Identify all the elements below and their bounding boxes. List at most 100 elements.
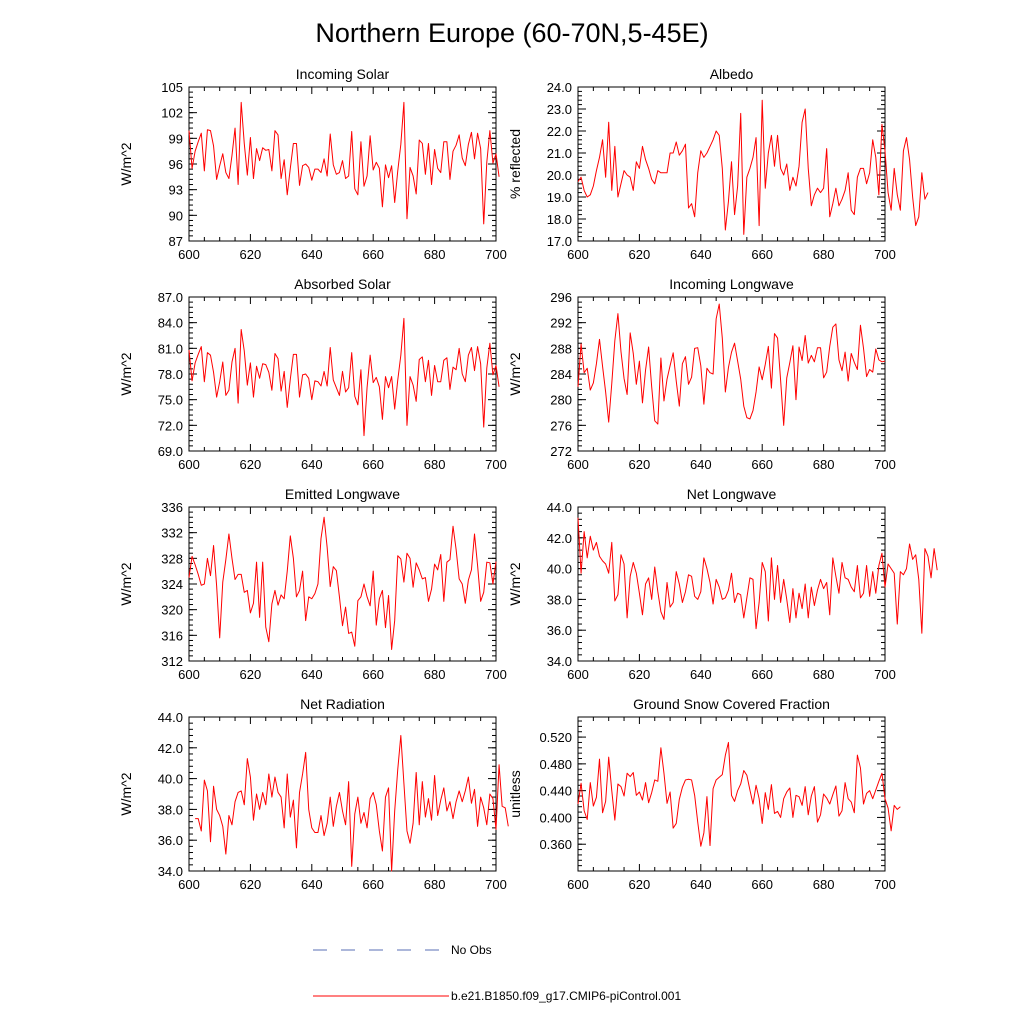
y-tick-label: 288 (550, 341, 572, 356)
x-tick-label: 620 (629, 247, 651, 262)
y-tick-label: 0.520 (539, 730, 572, 745)
plot-frame (188, 86, 497, 242)
x-tick-label: 700 (485, 457, 507, 472)
y-tick-label: 17.0 (547, 234, 572, 249)
y-tick-label: 328 (161, 551, 183, 566)
y-tick-label: 42.0 (547, 531, 572, 546)
x-tick-label: 620 (240, 877, 262, 892)
y-tick-label: 280 (550, 393, 572, 408)
panel-title: Incoming Solar (296, 66, 390, 82)
panel-incoming-solar: Incoming Solar W/m^2 600 620 640 660 680 700 87 9… (118, 66, 507, 262)
x-tick-label: 620 (240, 457, 262, 472)
x-tick-label: 660 (751, 247, 773, 262)
panel-emitted-longwave: Emitted Longwave W/m^2 600 620 640 660 680 700 3… (118, 486, 507, 682)
y-tick-label: 69.0 (158, 444, 183, 459)
y-tick-label: 93 (169, 183, 183, 198)
series-line (188, 516, 497, 650)
y-tick-label: 0.440 (539, 784, 572, 799)
panel-title: Emitted Longwave (285, 486, 400, 502)
y-tick-label: 276 (550, 418, 572, 433)
x-tick-label: 620 (629, 877, 651, 892)
y-tick-label: 336 (161, 500, 183, 515)
plot-frame (188, 716, 497, 872)
y-tick-label: 22.0 (547, 124, 572, 139)
y-tick-label: 81.0 (158, 341, 183, 356)
x-tick-label: 680 (424, 457, 446, 472)
x-tick-label: 700 (874, 247, 896, 262)
panel-albedo: Albedo % reflected 600 620 640 660 680 700 17.0 1… (507, 66, 929, 262)
panel-title: Absorbed Solar (294, 276, 391, 292)
panel-title: Incoming Longwave (669, 276, 794, 292)
x-tick-label: 680 (813, 877, 835, 892)
y-tick-label: 312 (161, 654, 183, 669)
y-tick-label: 23.0 (547, 102, 572, 117)
y-tick-label: 320 (161, 603, 183, 618)
x-tick-label: 640 (301, 877, 323, 892)
x-tick-label: 600 (178, 667, 200, 682)
y-tick-label: 284 (550, 367, 572, 382)
x-tick-label: 600 (567, 877, 589, 892)
panel-net-longwave: Net Longwave W/m^2 600 620 640 660 680 700 34.0 3… (507, 486, 938, 682)
y-axis-label: W/m^2 (118, 772, 134, 815)
y-tick-label: 0.480 (539, 757, 572, 772)
y-tick-label: 87 (169, 234, 183, 249)
panel-net-radiation: Net Radiation W/m^2 600 620 640 660 680 700 34.0… (118, 696, 509, 892)
y-tick-label: 40.0 (547, 562, 572, 577)
y-tick-label: 90 (169, 208, 183, 223)
x-tick-label: 620 (240, 667, 262, 682)
x-tick-label: 680 (424, 247, 446, 262)
x-tick-label: 660 (362, 877, 384, 892)
y-tick-label: 24.0 (547, 80, 572, 95)
x-tick-label: 700 (485, 667, 507, 682)
y-tick-label: 96 (169, 157, 183, 172)
y-tick-label: 72.0 (158, 418, 183, 433)
panel-ground-snow-covered-fraction: Ground Snow Covered Fraction unitless 600 6… (507, 696, 901, 892)
x-tick-label: 600 (567, 457, 589, 472)
x-tick-label: 660 (751, 457, 773, 472)
x-tick-label: 640 (301, 247, 323, 262)
series-line (188, 317, 500, 437)
x-tick-label: 680 (424, 877, 446, 892)
y-tick-label: 78.0 (158, 367, 183, 382)
y-tick-label: 272 (550, 444, 572, 459)
x-tick-label: 660 (751, 667, 773, 682)
x-tick-label: 600 (567, 247, 589, 262)
y-tick-label: 36.0 (547, 623, 572, 638)
x-tick-label: 600 (178, 247, 200, 262)
x-tick-label: 700 (874, 877, 896, 892)
x-tick-label: 660 (362, 457, 384, 472)
y-axis-label: % reflected (507, 129, 523, 199)
x-tick-label: 600 (567, 667, 589, 682)
y-axis-label: W/m^2 (118, 142, 134, 185)
y-tick-label: 20.0 (547, 168, 572, 183)
figure-title: Northern Europe (60-70N,5-45E) (315, 18, 708, 48)
y-tick-label: 102 (161, 106, 183, 121)
x-tick-label: 700 (874, 457, 896, 472)
y-tick-label: 38.0 (158, 802, 183, 817)
x-tick-label: 640 (301, 457, 323, 472)
y-tick-label: 84.0 (158, 316, 183, 331)
panels: Incoming Solar W/m^2 600 620 640 660 680 700 87 9… (118, 66, 938, 892)
y-tick-label: 87.0 (158, 290, 183, 305)
panel-absorbed-solar: Absorbed Solar W/m^2 600 620 640 660 680 700 69.… (118, 276, 507, 472)
y-tick-label: 19.0 (547, 190, 572, 205)
x-tick-label: 680 (813, 457, 835, 472)
y-tick-label: 75.0 (158, 393, 183, 408)
series-line (577, 303, 886, 426)
x-tick-label: 700 (485, 247, 507, 262)
x-tick-label: 640 (690, 457, 712, 472)
x-tick-label: 620 (629, 457, 651, 472)
x-tick-label: 640 (690, 247, 712, 262)
plot-frame (188, 506, 497, 662)
y-tick-label: 21.0 (547, 146, 572, 161)
legend-label-model: b.e21.B1850.f09_g17.CMIP6-piControl.001 (451, 989, 681, 1003)
legend-label-obs: No Obs (451, 943, 492, 957)
x-tick-label: 600 (178, 457, 200, 472)
x-tick-label: 640 (690, 877, 712, 892)
legend-item-model: b.e21.B1850.f09_g17.CMIP6-piControl.001 (313, 989, 681, 1003)
y-tick-label: 42.0 (158, 741, 183, 756)
panel-incoming-longwave: Incoming Longwave W/m^2 600 620 640 660 680 700… (507, 276, 896, 472)
panel-title: Net Radiation (300, 696, 385, 712)
y-axis-label: W/m^2 (118, 352, 134, 395)
